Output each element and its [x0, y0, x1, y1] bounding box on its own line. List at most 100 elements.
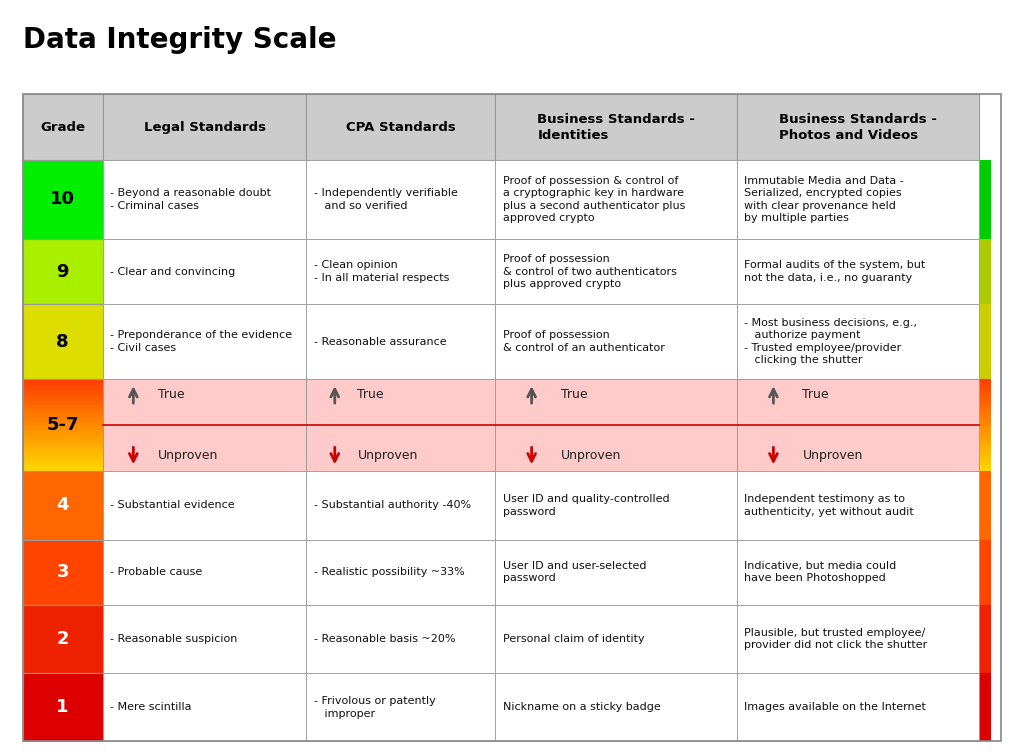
Bar — [306, 379, 496, 471]
Bar — [979, 455, 991, 456]
Bar — [979, 424, 991, 425]
Text: Business Standards -
Identities: Business Standards - Identities — [538, 112, 695, 142]
Bar — [23, 388, 102, 390]
Bar — [23, 468, 102, 470]
Bar — [979, 418, 991, 419]
Bar — [23, 438, 102, 439]
Bar — [737, 94, 979, 160]
Text: - Clean opinion
- In all material respects: - Clean opinion - In all material respec… — [313, 260, 449, 282]
Bar — [23, 465, 102, 467]
Bar — [23, 441, 102, 442]
Text: Formal audits of the system, but
not the data, i.e., no guaranty: Formal audits of the system, but not the… — [744, 260, 926, 282]
Bar — [979, 414, 991, 416]
Bar — [737, 471, 979, 540]
Bar — [23, 451, 102, 453]
Bar — [23, 467, 102, 468]
Bar — [102, 471, 306, 540]
Bar — [979, 447, 991, 448]
Bar — [23, 391, 102, 393]
Bar — [979, 465, 991, 467]
Bar — [23, 379, 102, 381]
Bar — [306, 673, 496, 741]
Bar — [102, 379, 306, 471]
Bar — [979, 385, 991, 387]
Text: Proof of possession & control of
a cryptographic key in hardware
plus a second a: Proof of possession & control of a crypt… — [503, 176, 685, 223]
Bar — [306, 540, 496, 605]
Bar — [23, 456, 102, 458]
Bar — [979, 160, 991, 239]
Bar — [979, 471, 991, 540]
Bar — [979, 405, 991, 407]
Bar — [979, 434, 991, 436]
Text: - Substantial evidence: - Substantial evidence — [110, 501, 234, 510]
Bar — [23, 385, 102, 387]
Bar — [979, 388, 991, 390]
Bar — [979, 421, 991, 422]
Text: 2: 2 — [56, 630, 69, 648]
Bar — [23, 396, 102, 398]
Bar — [979, 468, 991, 470]
Bar — [23, 431, 102, 433]
Text: - Frivolous or patently
   improper: - Frivolous or patently improper — [313, 696, 435, 719]
Bar — [496, 673, 737, 741]
Bar — [979, 433, 991, 434]
Text: Independent testimony as to
authenticity, yet without audit: Independent testimony as to authenticity… — [744, 495, 914, 516]
Bar — [23, 379, 102, 471]
Bar — [979, 395, 991, 396]
Bar — [979, 391, 991, 393]
Bar — [23, 427, 102, 428]
Bar — [23, 455, 102, 456]
Bar — [737, 239, 979, 304]
Bar — [979, 445, 991, 447]
Text: - Independently verifiable
   and so verified: - Independently verifiable and so verifi… — [313, 188, 458, 211]
Bar — [23, 387, 102, 388]
Bar — [23, 459, 102, 461]
Bar — [979, 453, 991, 455]
Bar — [306, 160, 496, 239]
Bar — [23, 447, 102, 448]
Bar — [979, 390, 991, 391]
Bar — [23, 436, 102, 438]
Bar — [23, 425, 102, 427]
Bar — [979, 456, 991, 458]
Text: Nickname on a sticky badge: Nickname on a sticky badge — [503, 702, 660, 712]
Bar — [102, 304, 306, 379]
Bar — [979, 411, 991, 413]
Text: Data Integrity Scale: Data Integrity Scale — [23, 26, 336, 54]
Bar — [496, 379, 737, 471]
Bar — [737, 160, 979, 239]
Bar — [979, 451, 991, 453]
Bar — [979, 393, 991, 395]
Text: Images available on the Internet: Images available on the Internet — [744, 702, 926, 712]
Bar — [979, 402, 991, 404]
Bar — [23, 399, 102, 401]
Bar — [979, 428, 991, 430]
Text: CPA Standards: CPA Standards — [346, 121, 456, 134]
Text: - Realistic possibility ~33%: - Realistic possibility ~33% — [313, 567, 464, 578]
Bar — [496, 160, 737, 239]
Bar — [979, 387, 991, 388]
Bar — [979, 431, 991, 433]
Bar — [979, 398, 991, 399]
Bar — [23, 421, 102, 422]
Bar — [979, 382, 991, 384]
Bar — [23, 413, 102, 414]
Bar — [979, 381, 991, 382]
Bar — [23, 94, 102, 160]
Text: 5-7: 5-7 — [46, 416, 79, 434]
Bar — [979, 407, 991, 408]
Bar — [23, 540, 102, 605]
Text: - Preponderance of the evidence
- Civil cases: - Preponderance of the evidence - Civil … — [110, 331, 292, 353]
Bar — [23, 398, 102, 399]
Bar — [23, 408, 102, 410]
Bar — [23, 160, 102, 239]
Bar — [23, 434, 102, 436]
Bar — [23, 402, 102, 404]
Bar — [23, 94, 1001, 741]
Bar — [979, 399, 991, 401]
Bar — [23, 411, 102, 413]
Text: Business Standards -
Photos and Videos: Business Standards - Photos and Videos — [779, 112, 937, 142]
Bar — [979, 379, 991, 381]
Bar — [979, 396, 991, 398]
Bar — [306, 304, 496, 379]
